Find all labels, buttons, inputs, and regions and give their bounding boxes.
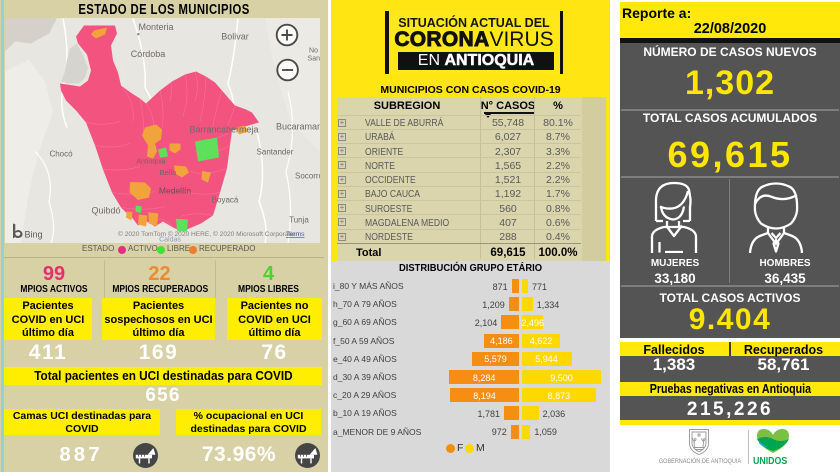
svg-text:Medellín: Medellín [159, 185, 191, 195]
svg-text:Chocó: Chocó [49, 149, 73, 158]
svg-text:Socorro: Socorro [295, 171, 320, 180]
svg-text:Caldas: Caldas [159, 236, 181, 243]
svg-text:Barrancabermeja: Barrancabermeja [189, 124, 258, 134]
svg-text:Boyacá: Boyacá [212, 195, 239, 204]
svg-text:Bolivar: Bolivar [221, 31, 249, 41]
svg-text:Bello: Bello [160, 168, 177, 177]
svg-text:Tunja: Tunja [289, 215, 309, 224]
svg-text:Santander: Santander [257, 147, 294, 156]
svg-text:Antioquia: Antioquia [136, 158, 165, 165]
svg-text:Córdoba: Córdoba [131, 49, 166, 59]
svg-text:© 2020 TomTom © 2020 HERE, © 2: © 2020 TomTom © 2020 HERE, © 2020 Micros… [118, 230, 300, 238]
svg-text:Quibdó: Quibdó [91, 205, 120, 215]
svg-text:Terms: Terms [286, 231, 305, 238]
svg-text:San: San [308, 55, 320, 62]
svg-text:Bucaraman: Bucaraman [276, 121, 320, 131]
svg-text:Monteria: Monteria [138, 22, 173, 32]
svg-text:Bing: Bing [25, 229, 43, 239]
svg-text:No: No [309, 47, 318, 54]
